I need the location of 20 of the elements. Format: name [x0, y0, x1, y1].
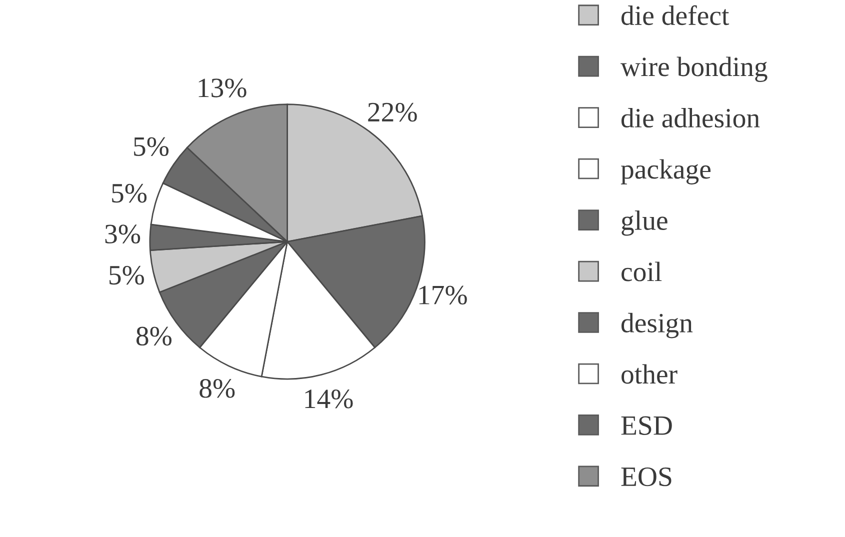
legend-label: design: [621, 312, 693, 338]
legend-label: coil: [622, 262, 662, 282]
legend-label: die adhesion: [621, 108, 760, 128]
data-label: 8%: [200, 379, 235, 398]
legend-label: die defect: [621, 5, 730, 26]
data-label: 22%: [368, 102, 417, 122]
legend-label: ESD: [621, 416, 672, 435]
data-label: 8%: [136, 326, 172, 346]
data-label: 5%: [112, 184, 147, 203]
legend-label: other: [622, 364, 678, 384]
legend-label: glue: [622, 210, 668, 236]
data-label: 14%: [305, 390, 353, 408]
legend-label: wire bonding: [620, 56, 768, 82]
legend-label: package: [620, 159, 711, 184]
data-label: 3%: [105, 224, 140, 244]
data-label: 5%: [110, 266, 144, 285]
data-label: 17%: [419, 286, 467, 305]
legend-label: EOS: [621, 467, 672, 486]
data-label: 5%: [134, 137, 169, 156]
data-label: 13%: [198, 78, 246, 98]
